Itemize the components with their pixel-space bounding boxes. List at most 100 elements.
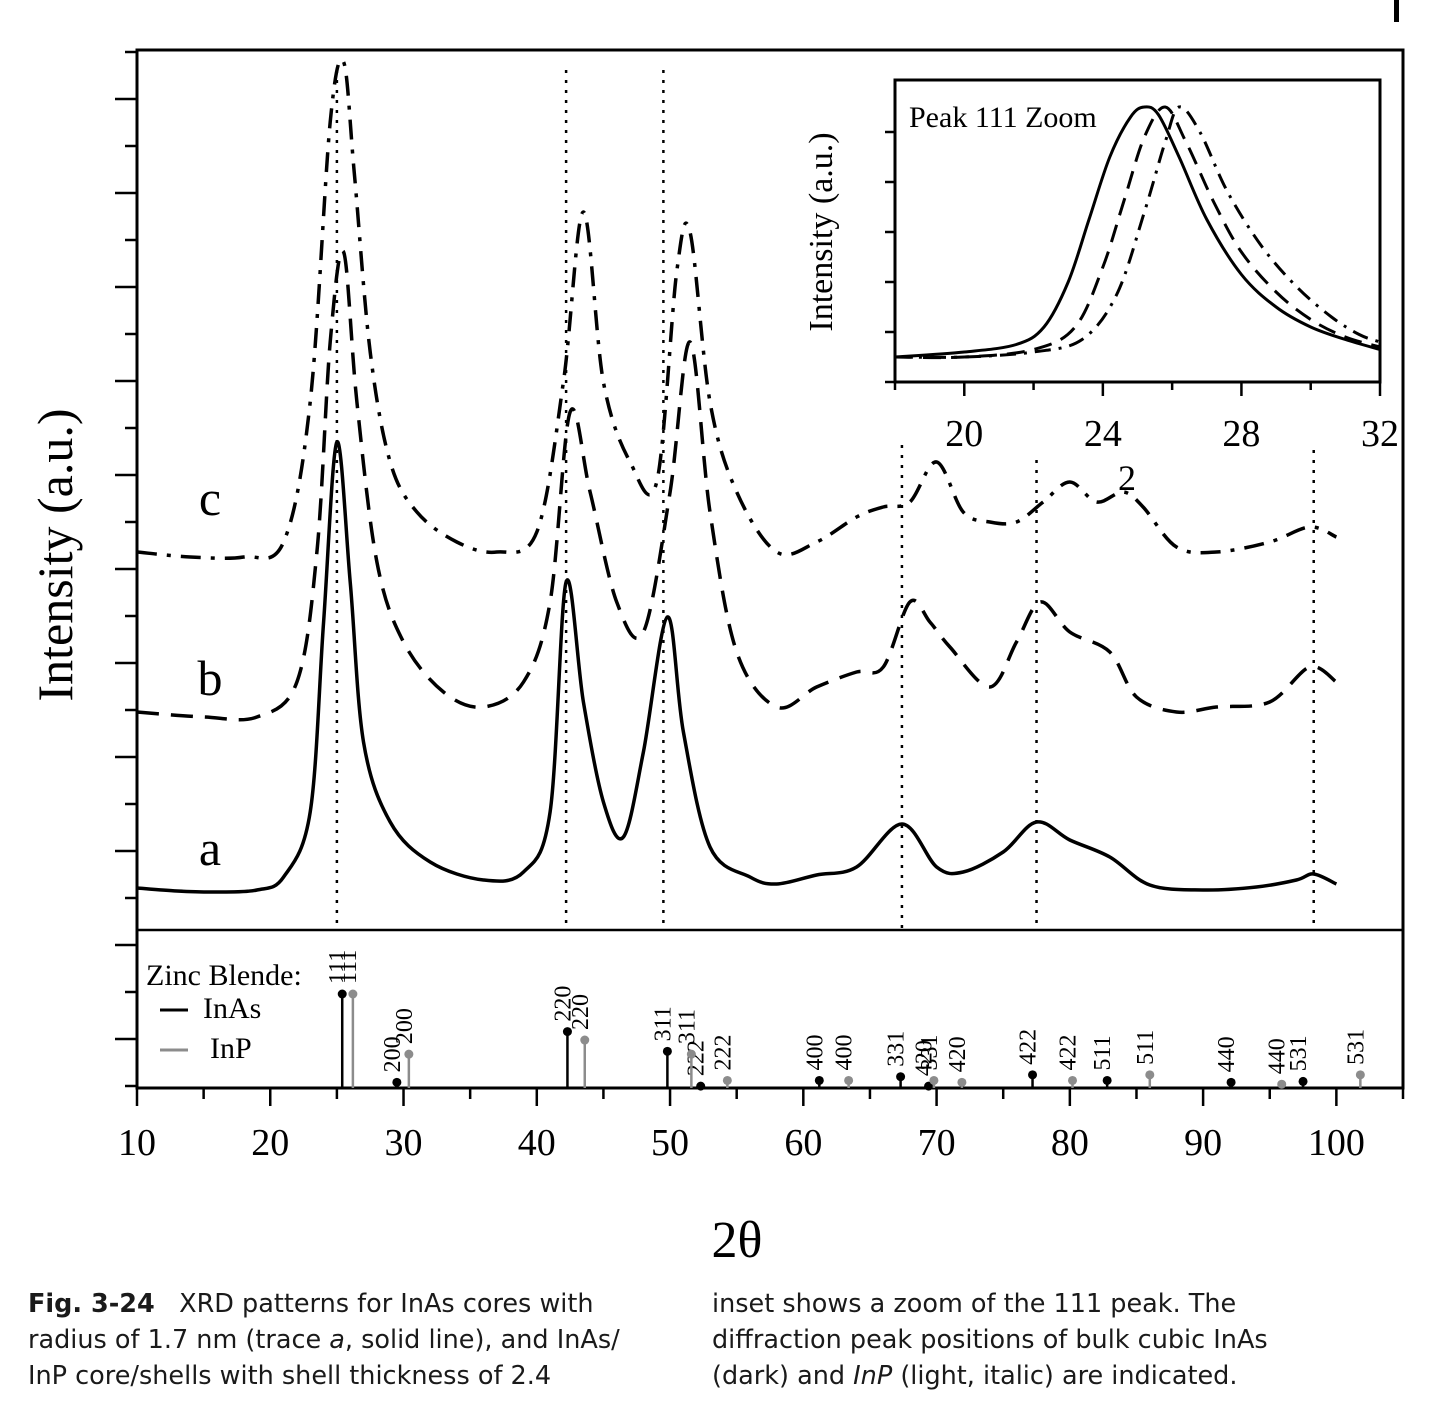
inp-hkl-label: 400	[832, 1034, 858, 1070]
inset-y-axis-title: Intensity (a.u.)	[803, 132, 840, 331]
caption-line-4: inset shows a zoom of the 111 peak. The	[712, 1289, 1237, 1319]
caption-line-3: InP core/shells with shell thickness of …	[28, 1361, 552, 1391]
inp-hkl-label: 111	[336, 950, 362, 984]
inas-hkl-label: 511	[1090, 1035, 1116, 1070]
inas-stick-head	[1102, 1075, 1112, 1085]
inp-stick-head	[404, 1049, 414, 1059]
inp-stick-head	[957, 1077, 967, 1087]
inp-stick-head	[929, 1075, 939, 1085]
x-tick-label: 100	[1308, 1122, 1365, 1164]
inp-hkl-label: 311	[674, 1009, 700, 1044]
inset-x-axis-title: 2	[1118, 458, 1136, 498]
main-plot-frame	[115, 48, 1405, 1090]
inas-stick-head	[814, 1075, 824, 1085]
inp-hkl-label: 440	[1265, 1038, 1291, 1074]
inas-hkl-label: 220	[550, 986, 576, 1022]
x-tick-label: 50	[651, 1122, 689, 1164]
caption-text: , solid line), and InAs/	[344, 1325, 620, 1355]
inas-stick-head	[924, 1081, 934, 1091]
legend-label-inas: InAs	[203, 992, 261, 1025]
x-tick-label: 80	[1051, 1122, 1089, 1164]
inp-hkl-label: 222	[710, 1034, 736, 1070]
caption-italic: a	[329, 1325, 345, 1355]
inp-hkl-label: 511	[1133, 1030, 1159, 1065]
inset-trace-c	[894, 105, 1381, 359]
inset-x-tick-label: 32	[1361, 413, 1399, 455]
inp-stick-head	[686, 1049, 696, 1059]
trace-a	[136, 440, 1338, 894]
inas-hkl-label: 331	[884, 1031, 910, 1067]
x-axis: 10 20 30 40 50 60 70 80 90 100	[118, 1088, 1405, 1164]
inas-hkl-label: 420	[912, 1040, 938, 1076]
inp-stick-head	[348, 989, 358, 999]
caption-line-2: radius of 1.7 nm (trace a, solid line), …	[28, 1322, 620, 1358]
x-tick-label: 20	[251, 1122, 289, 1164]
x-tick-label: 90	[1184, 1122, 1222, 1164]
x-tick-label: 70	[918, 1122, 956, 1164]
peak-guides	[335, 70, 1315, 930]
caption-right: inset shows a zoom of the 111 peak. The …	[712, 1286, 1268, 1394]
inset-x-tick-label: 28	[1222, 413, 1260, 455]
inp-stick-head	[844, 1075, 854, 1085]
trace-label-a: a	[199, 820, 221, 876]
inas-stick-head	[1226, 1077, 1236, 1087]
inset-x-tick-label: 20	[945, 413, 983, 455]
inset-chart: 20 24 28 32 Peak 111 Zoom 2 Intensity (a.u.)	[803, 78, 1399, 498]
inp-stick-head	[1355, 1070, 1365, 1080]
inset-title: Peak 111 Zoom	[909, 101, 1097, 134]
trace-label-b: b	[198, 650, 223, 706]
inas-hkl-label: 200	[380, 1036, 406, 1072]
caption-left: Fig. 3-24 XRD patterns for InAs cores wi…	[28, 1286, 620, 1394]
xrd-traces	[136, 57, 1338, 894]
page-edge-mark	[1394, 0, 1399, 22]
inp-hkl-label: 331	[917, 1034, 943, 1070]
inset-frame	[893, 78, 1382, 384]
inas-stick-head	[896, 1072, 906, 1082]
trace-c	[136, 57, 1338, 561]
inp-stick-head	[722, 1075, 732, 1085]
inas-stick-head	[662, 1046, 672, 1056]
inas-hkl-label: 222	[684, 1040, 710, 1076]
inas-stick-head	[1028, 1070, 1038, 1080]
inas-hkl-label: 531	[1286, 1035, 1312, 1071]
reference-title: Zinc Blende:	[146, 959, 302, 992]
legend-label-inp: InP	[210, 1032, 252, 1065]
inp-hkl-label: 200	[392, 1008, 418, 1044]
inas-stick-head	[562, 1027, 572, 1037]
inas-hkl-label: 422	[1016, 1029, 1042, 1065]
inas-hkl-label: 111	[325, 950, 351, 984]
inp-hkl-label: 422	[1056, 1034, 1082, 1070]
inas-stick-head	[696, 1081, 706, 1091]
x-axis-title: 2θ	[712, 1212, 763, 1260]
inset-trace-a	[894, 105, 1381, 359]
caption-line-5: diffraction peak positions of bulk cubic…	[712, 1325, 1268, 1355]
inas-stick-head	[392, 1077, 402, 1087]
caption-text: (light, italic) are indicated.	[892, 1361, 1238, 1391]
caption-text: (dark) and	[712, 1361, 854, 1391]
inp-stick-head	[1068, 1075, 1078, 1085]
trace-labels: a b c	[198, 470, 223, 876]
caption-italic: InP	[853, 1361, 893, 1391]
caption-text: radius of 1.7 nm (trace	[28, 1325, 330, 1355]
inas-hkl-label: 311	[650, 1006, 676, 1041]
inset-trace-b	[894, 105, 1381, 360]
caption-line-1: Fig. 3-24 XRD patterns for InAs cores wi…	[28, 1286, 620, 1322]
inp-stick-head	[1145, 1070, 1155, 1080]
y-axis-title: Intensity (a.u.)	[27, 409, 83, 702]
inp-hkl-label: 420	[945, 1036, 971, 1072]
inp-stick-head	[1277, 1079, 1287, 1089]
x-tick-label: 40	[518, 1122, 556, 1164]
trace-b	[136, 248, 1338, 722]
inas-stick-head	[337, 989, 347, 999]
inp-hkl-label: 220	[568, 994, 594, 1030]
caption-text: XRD patterns for InAs cores with	[179, 1289, 594, 1319]
inas-hkl-label: 400	[802, 1034, 828, 1070]
inas-hkl-label: 440	[1214, 1036, 1240, 1072]
inset-x-tick-label: 24	[1084, 413, 1122, 455]
x-tick-label: 30	[385, 1122, 423, 1164]
x-tick-label: 10	[118, 1122, 156, 1164]
trace-label-c: c	[199, 470, 221, 526]
inp-hkl-label: 531	[1343, 1029, 1369, 1065]
caption-line-6: (dark) and InP (light, italic) are indic…	[712, 1358, 1268, 1394]
